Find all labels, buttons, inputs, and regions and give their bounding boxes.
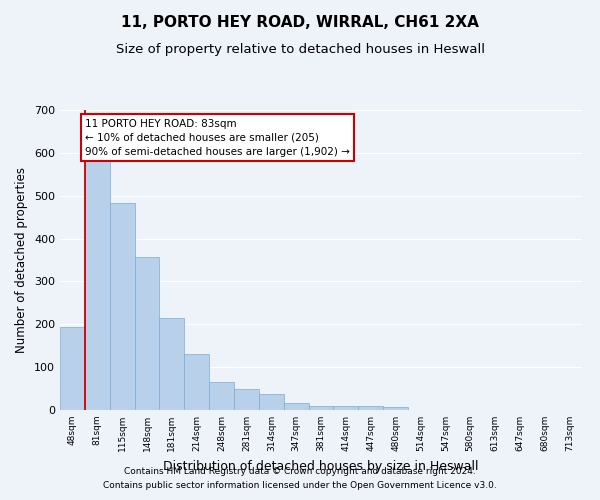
Bar [284, 403, 308, 410]
Text: Contains public sector information licensed under the Open Government Licence v3: Contains public sector information licen… [103, 481, 497, 490]
Text: Size of property relative to detached houses in Heswall: Size of property relative to detached ho… [115, 42, 485, 56]
Bar [308, 406, 334, 410]
Bar [110, 202, 134, 410]
X-axis label: Distribution of detached houses by size in Heswall: Distribution of detached houses by size … [163, 460, 479, 472]
Bar [234, 390, 259, 410]
Bar [209, 382, 234, 410]
Bar [60, 328, 85, 410]
Text: 11, PORTO HEY ROAD, WIRRAL, CH61 2XA: 11, PORTO HEY ROAD, WIRRAL, CH61 2XA [121, 15, 479, 30]
Bar [383, 406, 408, 410]
Y-axis label: Number of detached properties: Number of detached properties [16, 167, 28, 353]
Bar [358, 406, 383, 410]
Bar [160, 318, 184, 410]
Text: 11 PORTO HEY ROAD: 83sqm
← 10% of detached houses are smaller (205)
90% of semi-: 11 PORTO HEY ROAD: 83sqm ← 10% of detach… [85, 118, 350, 156]
Bar [334, 406, 358, 410]
Bar [259, 394, 284, 410]
Bar [134, 258, 160, 410]
Bar [85, 160, 110, 410]
Bar [184, 354, 209, 410]
Text: Contains HM Land Registry data © Crown copyright and database right 2024.: Contains HM Land Registry data © Crown c… [124, 467, 476, 476]
